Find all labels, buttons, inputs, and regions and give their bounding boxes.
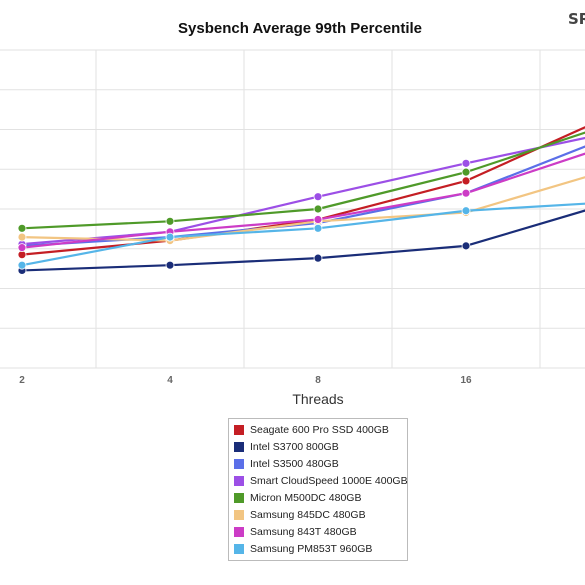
legend-swatch: [234, 458, 244, 469]
series-point: [313, 215, 323, 224]
series-point: [165, 216, 175, 226]
legend-item: Intel S3500 480GB: [229, 455, 407, 472]
series-group: [17, 136, 585, 249]
legend-label: Samsung PM853T 960GB: [250, 542, 373, 555]
series-line: [21, 136, 585, 246]
x-axis-label: Threads: [292, 391, 343, 407]
x-tick-label: 2: [19, 375, 25, 386]
legend-label: Samsung 845DC 480GB: [250, 508, 366, 521]
legend: Seagate 600 Pro SSD 400GB Intel S3700 800…: [228, 418, 408, 561]
legend-item: Smart CloudSpeed 1000E 400GB: [229, 472, 408, 489]
x-tick-label: 4: [167, 375, 173, 386]
series-group: [17, 202, 585, 270]
x-tick-label: 16: [460, 375, 472, 386]
legend-swatch: [234, 543, 244, 554]
legend-label: Smart CloudSpeed 1000E 400GB: [250, 474, 408, 487]
series-point: [313, 253, 323, 263]
logo-text: SR: [568, 10, 585, 28]
series-point: [461, 188, 471, 198]
legend-item: Micron M500DC 480GB: [229, 489, 407, 506]
legend-item: Seagate 600 Pro SSD 400GB: [229, 421, 407, 438]
grid-lines: [0, 49, 585, 369]
series-point: [17, 232, 27, 242]
series-point: [461, 167, 471, 177]
legend-label: Seagate 600 Pro SSD 400GB: [250, 423, 389, 436]
legend-label: Intel S3700 800GB: [250, 440, 339, 453]
series-point: [313, 223, 323, 233]
legend-label: Intel S3500 480GB: [250, 457, 339, 470]
series-point: [461, 241, 471, 251]
x-tick-label: 8: [315, 375, 321, 386]
series-point: [165, 260, 175, 270]
site-logo: SR: [568, 10, 585, 28]
legend-item: Intel S3700 800GB: [229, 438, 407, 455]
series-group: [17, 152, 585, 253]
legend-swatch: [234, 526, 244, 537]
series-point: [17, 260, 27, 270]
x-tick-labels: 2481632: [19, 375, 472, 386]
legend-swatch: [234, 475, 244, 486]
legend-item: Samsung 845DC 480GB: [229, 506, 407, 523]
legend-swatch: [234, 509, 244, 520]
series-point: [461, 206, 471, 216]
series-point: [165, 232, 175, 242]
legend-swatch: [234, 492, 244, 503]
chart-title: Sysbench Average 99th Percentile: [178, 20, 422, 37]
series-point: [313, 192, 323, 202]
series-line: [21, 126, 585, 256]
legend-item: Samsung PM853T 960GB: [229, 540, 407, 557]
series-line: [21, 131, 585, 230]
legend-swatch: [234, 424, 244, 435]
legend-item: Samsung 843T 480GB: [229, 523, 407, 540]
series-group: [17, 145, 585, 251]
series-group: [17, 131, 585, 233]
series-line: [21, 202, 585, 267]
legend-label: Micron M500DC 480GB: [250, 491, 362, 504]
series-point: [313, 204, 323, 214]
series-point: [461, 158, 471, 168]
series-layer: [17, 126, 585, 275]
series-point: [17, 223, 27, 233]
legend-swatch: [234, 441, 244, 452]
legend-label: Samsung 843T 480GB: [250, 525, 357, 538]
series-point: [17, 243, 27, 253]
series-point: [461, 176, 471, 186]
